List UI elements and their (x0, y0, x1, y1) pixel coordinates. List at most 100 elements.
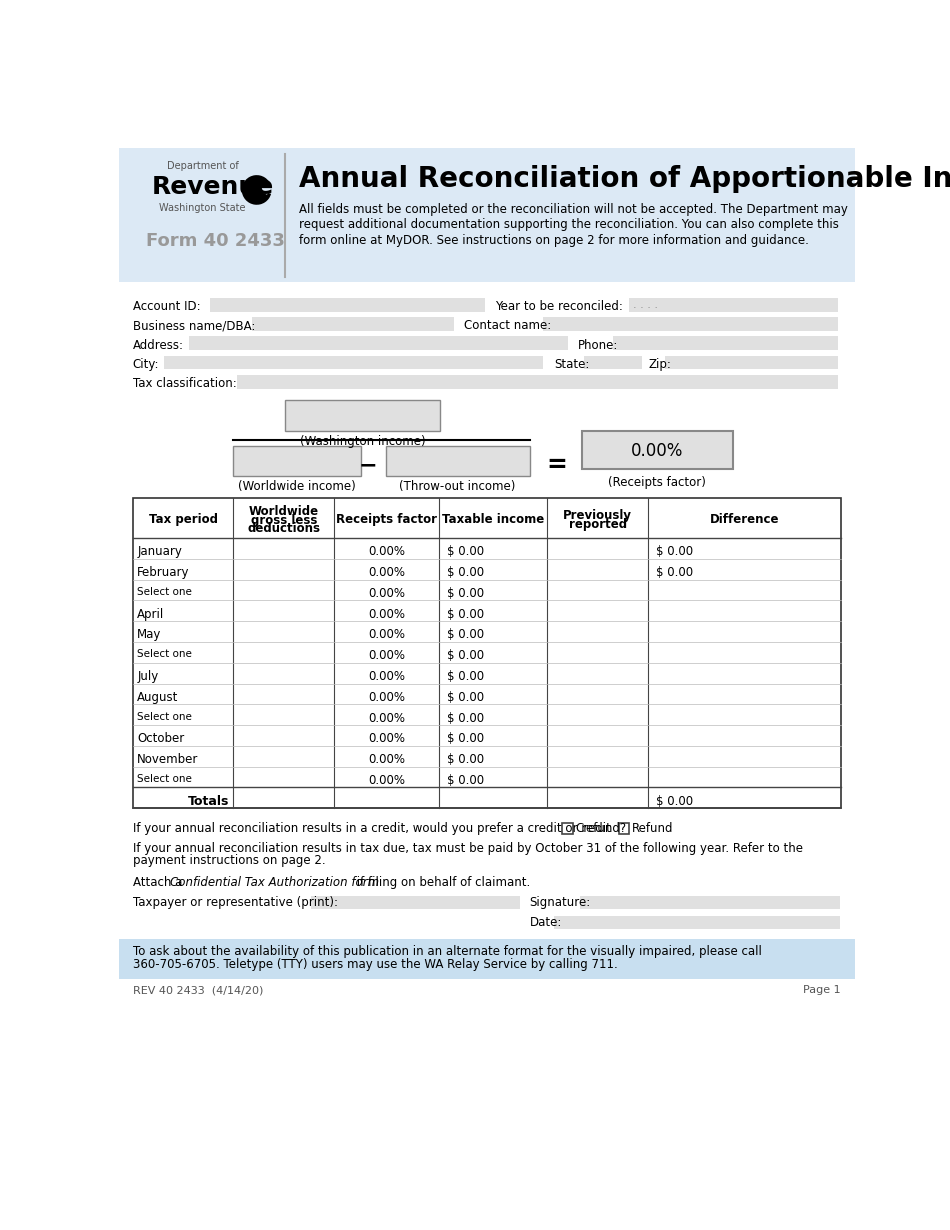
Bar (135, 707, 193, 722)
Text: $ 0.00: $ 0.00 (446, 587, 484, 600)
Bar (238, 604, 331, 617)
Bar (238, 749, 331, 764)
Text: Phone:: Phone: (578, 338, 618, 352)
Text: 0.00%: 0.00% (368, 691, 405, 704)
Text: (Washington income): (Washington income) (300, 435, 426, 448)
Text: 0.00%: 0.00% (368, 566, 405, 579)
Text: May: May (138, 629, 162, 642)
Text: $ 0.00: $ 0.00 (446, 732, 484, 745)
Bar (551, 707, 644, 722)
Text: 0.00%: 0.00% (368, 670, 405, 683)
Text: deductions: deductions (247, 523, 320, 535)
Text: 0.00%: 0.00% (368, 774, 405, 787)
Bar (443, 728, 543, 743)
Text: Taxable income: Taxable income (442, 513, 544, 526)
Bar (551, 728, 644, 743)
Text: Revenue: Revenue (151, 175, 274, 198)
Bar (652, 645, 837, 659)
Wedge shape (243, 177, 269, 203)
Bar (163, 355, 543, 369)
Bar (652, 583, 837, 598)
Text: Contact name:: Contact name: (464, 320, 551, 332)
Text: Zip:: Zip: (648, 358, 671, 370)
Text: form online at MyDOR. See instructions on page 2 for more information and guidan: form online at MyDOR. See instructions o… (298, 234, 808, 247)
Bar (133, 579, 841, 600)
Bar (133, 642, 841, 663)
Bar (551, 604, 644, 617)
Text: $ 0.00: $ 0.00 (656, 566, 693, 579)
Bar (238, 562, 331, 577)
Text: Date:: Date: (529, 916, 561, 929)
Bar (133, 745, 841, 766)
Text: payment instructions on page 2.: payment instructions on page 2. (133, 855, 325, 867)
Bar (613, 336, 838, 351)
Text: Page 1: Page 1 (804, 985, 841, 995)
Text: Annual Reconciliation of Apportionable Income: Annual Reconciliation of Apportionable I… (298, 165, 950, 193)
Bar (583, 355, 642, 369)
Bar (238, 665, 331, 680)
Text: 0.00%: 0.00% (368, 545, 405, 558)
Bar (443, 707, 543, 722)
Text: $ 0.00: $ 0.00 (656, 545, 693, 558)
Text: To ask about the availability of this publication in an alternate format for the: To ask about the availability of this pu… (133, 946, 762, 958)
Text: July: July (138, 670, 159, 683)
Bar (285, 400, 441, 430)
Text: Attach a: Attach a (133, 876, 186, 889)
Bar (554, 916, 840, 929)
Text: November: November (138, 753, 199, 766)
Bar (443, 583, 543, 598)
Bar (551, 645, 644, 659)
Bar (133, 787, 841, 808)
Bar (119, 148, 855, 283)
Text: . . . .: . . . . (633, 300, 657, 310)
Bar (443, 562, 543, 577)
Text: All fields must be completed or the reconciliation will not be accepted. The Dep: All fields must be completed or the reco… (298, 203, 847, 216)
Text: Select one: Select one (137, 712, 192, 722)
Text: Address:: Address: (133, 338, 183, 352)
Bar (551, 665, 644, 680)
Text: (Receipts factor): (Receipts factor) (608, 476, 706, 488)
Bar (119, 940, 855, 979)
Text: Taxpayer or representative (print):: Taxpayer or representative (print): (133, 895, 337, 909)
Text: $ 0.00: $ 0.00 (446, 712, 484, 724)
Bar (443, 749, 543, 764)
Text: $ 0.00: $ 0.00 (446, 670, 484, 683)
Bar (580, 895, 840, 909)
Text: (Throw-out income): (Throw-out income) (399, 480, 516, 493)
Bar (652, 604, 837, 617)
Bar (237, 375, 838, 389)
Bar (311, 895, 521, 909)
Text: 0.00%: 0.00% (368, 629, 405, 642)
Text: $ 0.00: $ 0.00 (446, 629, 484, 642)
Bar (582, 430, 733, 470)
Text: Signature:: Signature: (529, 895, 591, 909)
Bar (133, 684, 841, 705)
Text: Select one: Select one (137, 774, 192, 784)
Bar (629, 298, 838, 311)
Bar (210, 298, 485, 311)
Bar (238, 625, 331, 638)
Bar (133, 663, 841, 684)
Text: $ 0.00: $ 0.00 (446, 545, 484, 558)
Text: January: January (138, 545, 182, 558)
Bar (133, 766, 841, 787)
Text: 0.00%: 0.00% (368, 649, 405, 662)
Bar (652, 541, 837, 556)
Bar (443, 686, 543, 701)
Bar (135, 645, 193, 659)
Bar (652, 728, 837, 743)
Text: $ 0.00: $ 0.00 (446, 774, 484, 787)
Text: gross less: gross less (251, 514, 317, 526)
Text: If your annual reconciliation results in a credit, would you prefer a credit or : If your annual reconciliation results in… (133, 822, 626, 835)
Bar (135, 583, 193, 598)
Text: 0.00%: 0.00% (631, 442, 684, 460)
Text: Year to be reconciled:: Year to be reconciled: (495, 300, 622, 314)
Bar (238, 707, 331, 722)
Text: Previously: Previously (563, 509, 632, 523)
Bar (551, 562, 644, 577)
Bar (238, 728, 331, 743)
Text: 0.00%: 0.00% (368, 753, 405, 766)
Bar (135, 770, 193, 785)
Text: 0.00%: 0.00% (368, 587, 405, 600)
Bar (238, 791, 331, 806)
